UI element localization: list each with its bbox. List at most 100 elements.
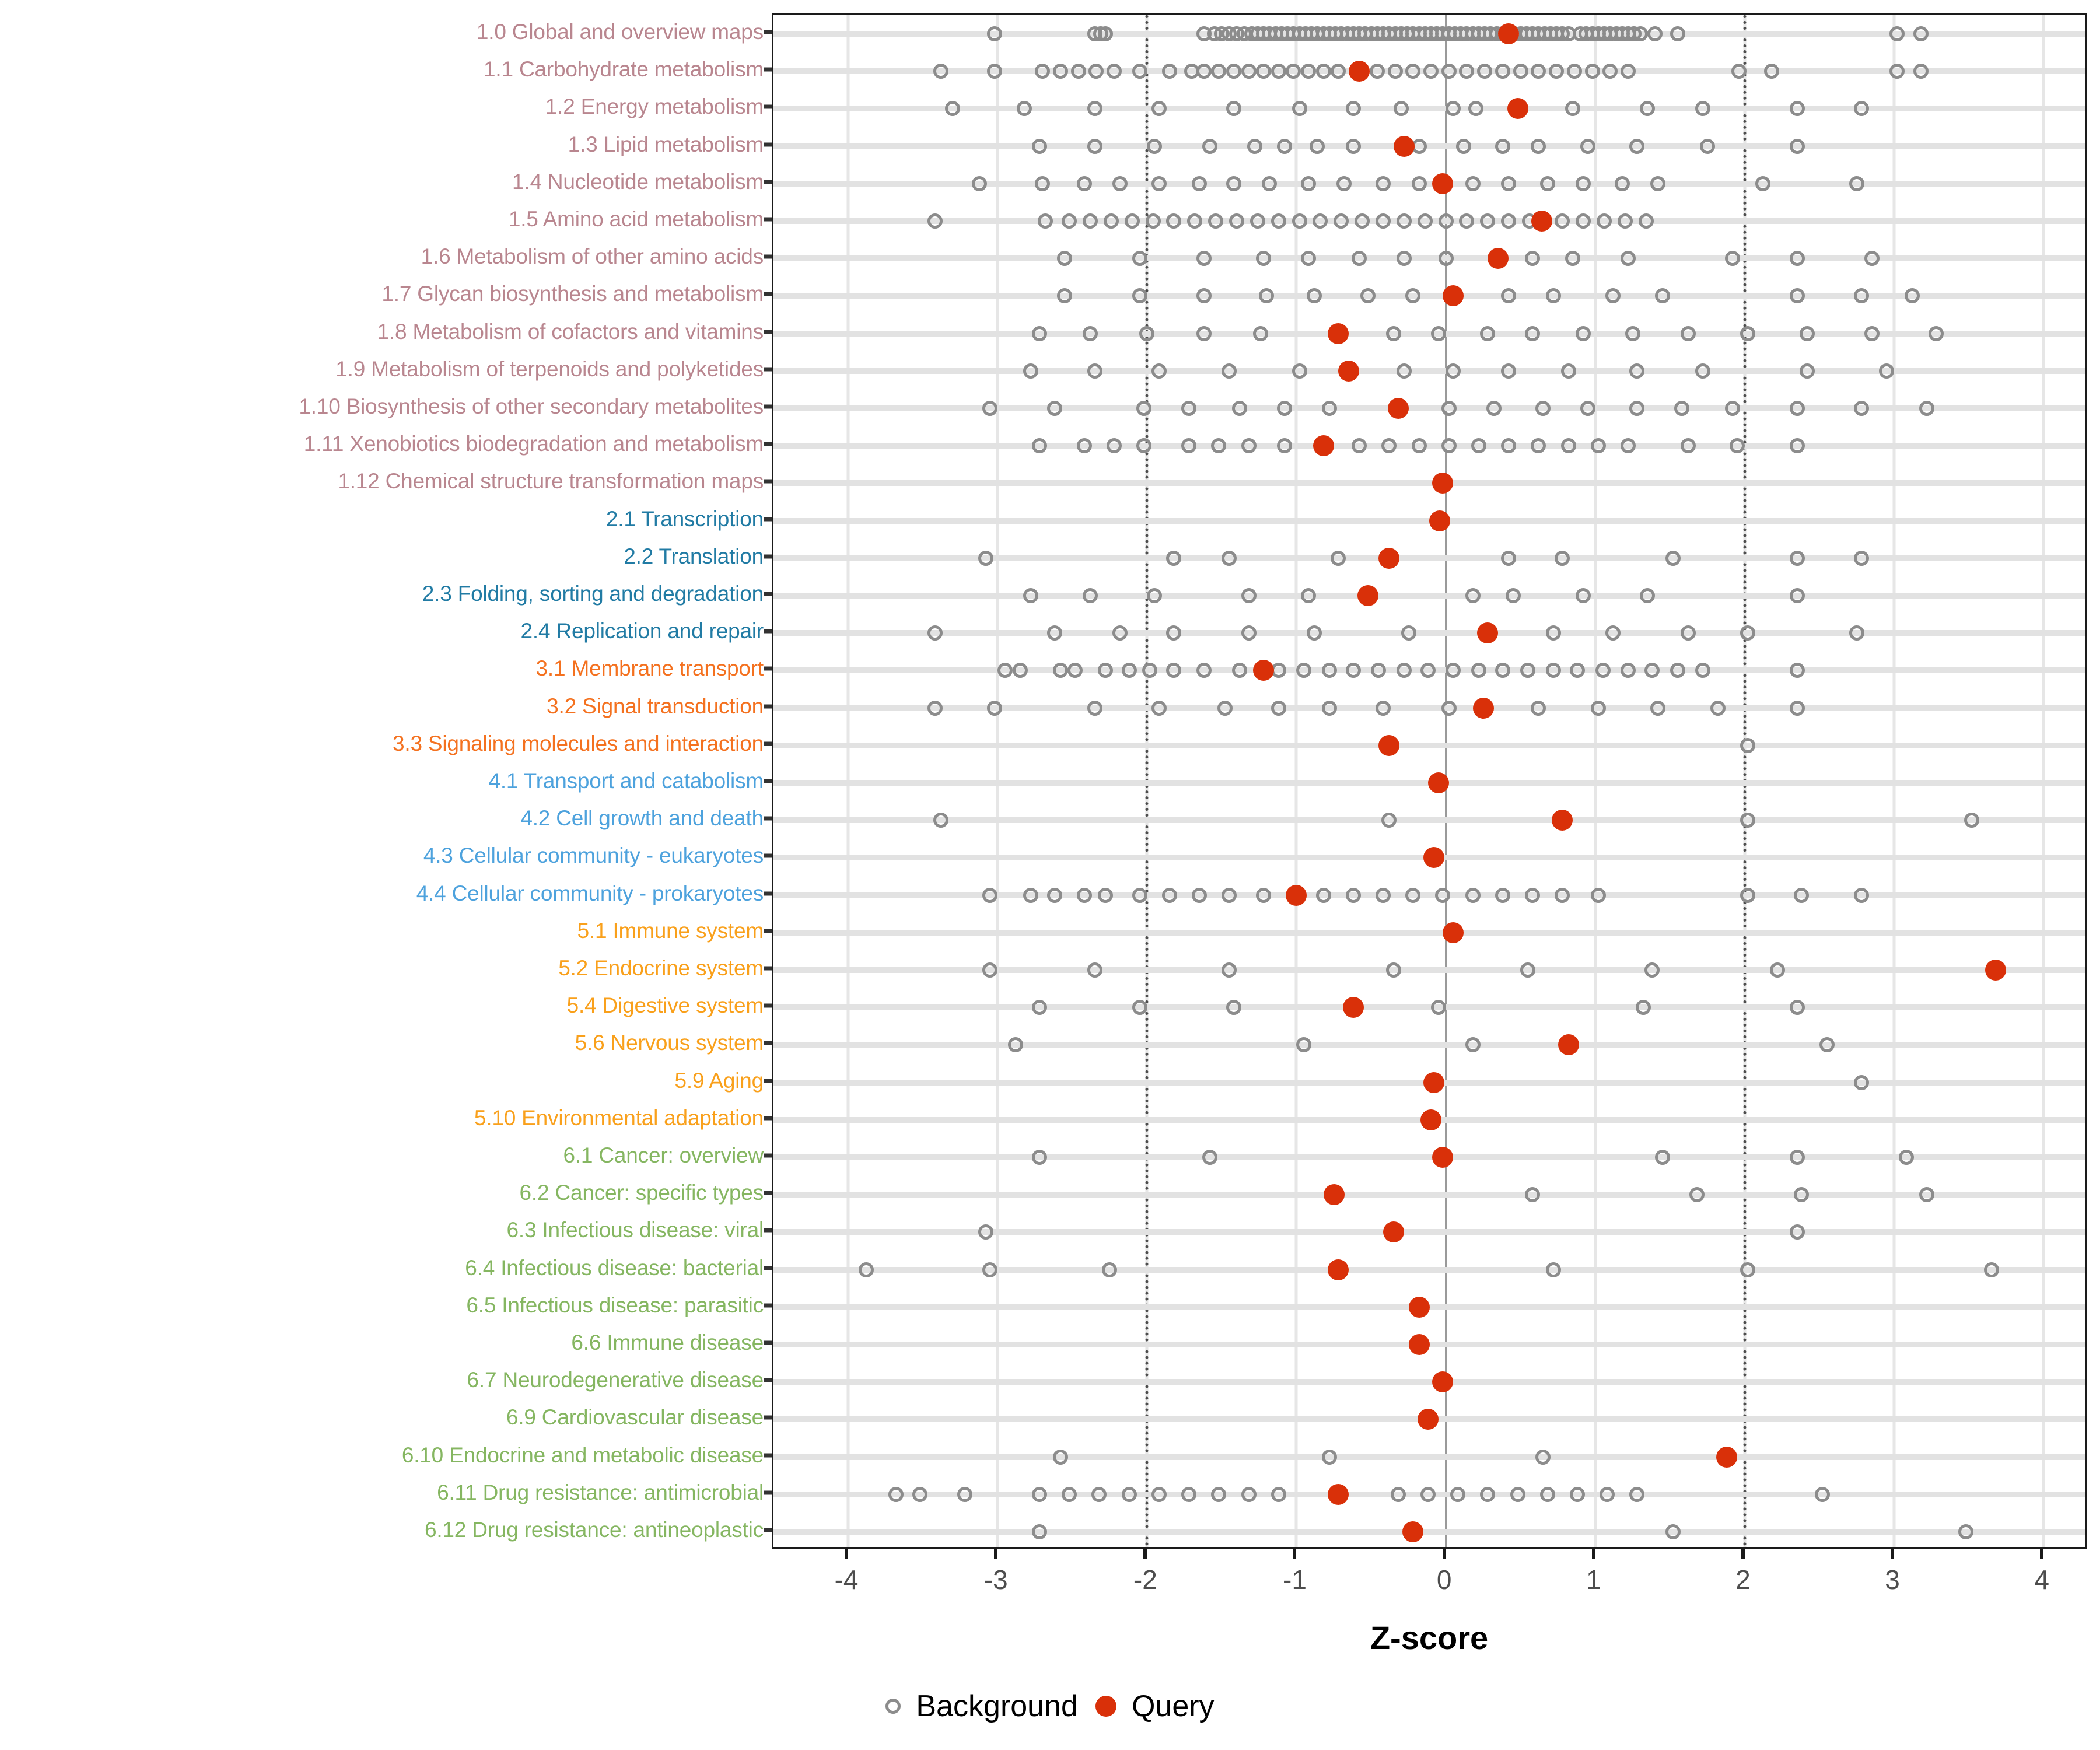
y-axis-tick xyxy=(764,442,772,446)
background-point xyxy=(1222,887,1237,903)
background-point xyxy=(1417,214,1433,229)
background-point xyxy=(1390,1486,1406,1502)
background-point xyxy=(1151,700,1167,716)
background-point xyxy=(978,550,993,566)
x-axis-tick-label: -4 xyxy=(834,1564,859,1595)
background-point xyxy=(1031,1000,1047,1016)
background-point xyxy=(1310,138,1325,154)
background-point xyxy=(1087,962,1102,978)
background-point xyxy=(1226,176,1241,191)
x-axis-title: Z-score xyxy=(1370,1619,1489,1656)
background-point xyxy=(1566,64,1582,79)
background-point xyxy=(1819,1037,1835,1053)
background-point xyxy=(1546,1262,1562,1278)
background-point xyxy=(1381,813,1397,828)
x-axis-tick xyxy=(2040,1549,2044,1559)
background-point xyxy=(1300,588,1316,604)
background-point xyxy=(1376,214,1391,229)
background-point xyxy=(1112,625,1128,641)
background-point xyxy=(1031,1149,1047,1165)
background-point xyxy=(1369,64,1385,79)
background-point xyxy=(1789,1000,1805,1016)
background-point xyxy=(1789,1224,1805,1240)
background-point xyxy=(1396,663,1412,678)
background-point xyxy=(1477,64,1493,79)
background-point xyxy=(1849,176,1864,191)
background-point xyxy=(1208,214,1224,229)
background-point xyxy=(1635,1000,1651,1016)
background-point xyxy=(1730,438,1745,454)
background-point xyxy=(888,1486,904,1502)
background-point xyxy=(972,176,988,191)
background-point xyxy=(1345,138,1361,154)
background-point xyxy=(1121,663,1137,678)
background-point xyxy=(858,1262,874,1278)
y-axis-tick xyxy=(764,1003,772,1008)
background-point xyxy=(1270,700,1286,716)
background-point xyxy=(1640,588,1656,604)
query-point xyxy=(1402,1521,1424,1542)
row-guideline xyxy=(774,443,2085,449)
x-axis-tick-label: -3 xyxy=(984,1564,1008,1595)
background-point xyxy=(1725,401,1741,416)
query-point xyxy=(1328,323,1349,344)
query-point xyxy=(1985,959,2007,981)
y-axis-label: 4.3 Cellular community - eukaryotes xyxy=(423,844,764,868)
background-point xyxy=(1789,588,1805,604)
y-axis-tick xyxy=(764,816,772,821)
row-guideline xyxy=(774,1528,2085,1535)
background-point xyxy=(1459,214,1475,229)
background-point xyxy=(1520,962,1536,978)
background-point xyxy=(1376,176,1391,191)
x-axis-tick xyxy=(994,1549,998,1559)
background-point xyxy=(1376,887,1391,903)
legend-item-query[interactable]: Query xyxy=(1095,1689,1214,1724)
y-axis-tick xyxy=(764,1079,772,1083)
y-axis-label: 1.2 Energy metabolism xyxy=(545,94,764,119)
y-axis-label: 1.7 Glycan biosynthesis and metabolism xyxy=(382,282,764,306)
y-axis-label: 2.4 Replication and repair xyxy=(520,619,764,643)
background-point xyxy=(1555,214,1570,229)
background-point xyxy=(1441,64,1457,79)
background-point xyxy=(1740,625,1755,641)
y-axis-tick xyxy=(764,180,772,184)
legend-item-background[interactable]: Background xyxy=(886,1689,1078,1724)
background-point xyxy=(1253,326,1268,341)
background-point xyxy=(1446,101,1461,117)
background-point xyxy=(1602,64,1618,79)
row-guideline xyxy=(774,705,2085,711)
background-point xyxy=(927,700,943,716)
query-point xyxy=(1432,173,1454,194)
query-point xyxy=(1253,660,1275,681)
row-guideline xyxy=(774,967,2085,973)
query-point xyxy=(1357,585,1379,607)
background-point xyxy=(1665,1524,1681,1539)
row-guideline xyxy=(774,405,2085,412)
background-point xyxy=(1405,288,1421,304)
background-point xyxy=(1576,214,1591,229)
background-point xyxy=(1898,1149,1914,1165)
background-point xyxy=(1292,363,1307,379)
row-guideline xyxy=(774,817,2085,824)
background-point xyxy=(1396,214,1412,229)
y-axis-label: 1.12 Chemical structure transformation m… xyxy=(338,469,764,494)
background-point xyxy=(1879,363,1895,379)
background-point xyxy=(1525,887,1541,903)
query-point xyxy=(1432,1371,1454,1393)
background-point xyxy=(1405,887,1421,903)
query-point xyxy=(1342,997,1364,1019)
background-point xyxy=(1083,214,1098,229)
background-point xyxy=(1644,962,1660,978)
background-point xyxy=(1052,64,1068,79)
background-point xyxy=(1655,1149,1670,1165)
background-point xyxy=(1468,101,1483,117)
background-point xyxy=(982,401,998,416)
background-point xyxy=(1459,64,1475,79)
background-point xyxy=(1196,64,1212,79)
background-point xyxy=(1699,138,1715,154)
background-point xyxy=(1151,363,1167,379)
background-point xyxy=(1789,101,1805,117)
background-point xyxy=(1181,438,1197,454)
background-point xyxy=(1446,363,1461,379)
background-point xyxy=(1097,887,1113,903)
